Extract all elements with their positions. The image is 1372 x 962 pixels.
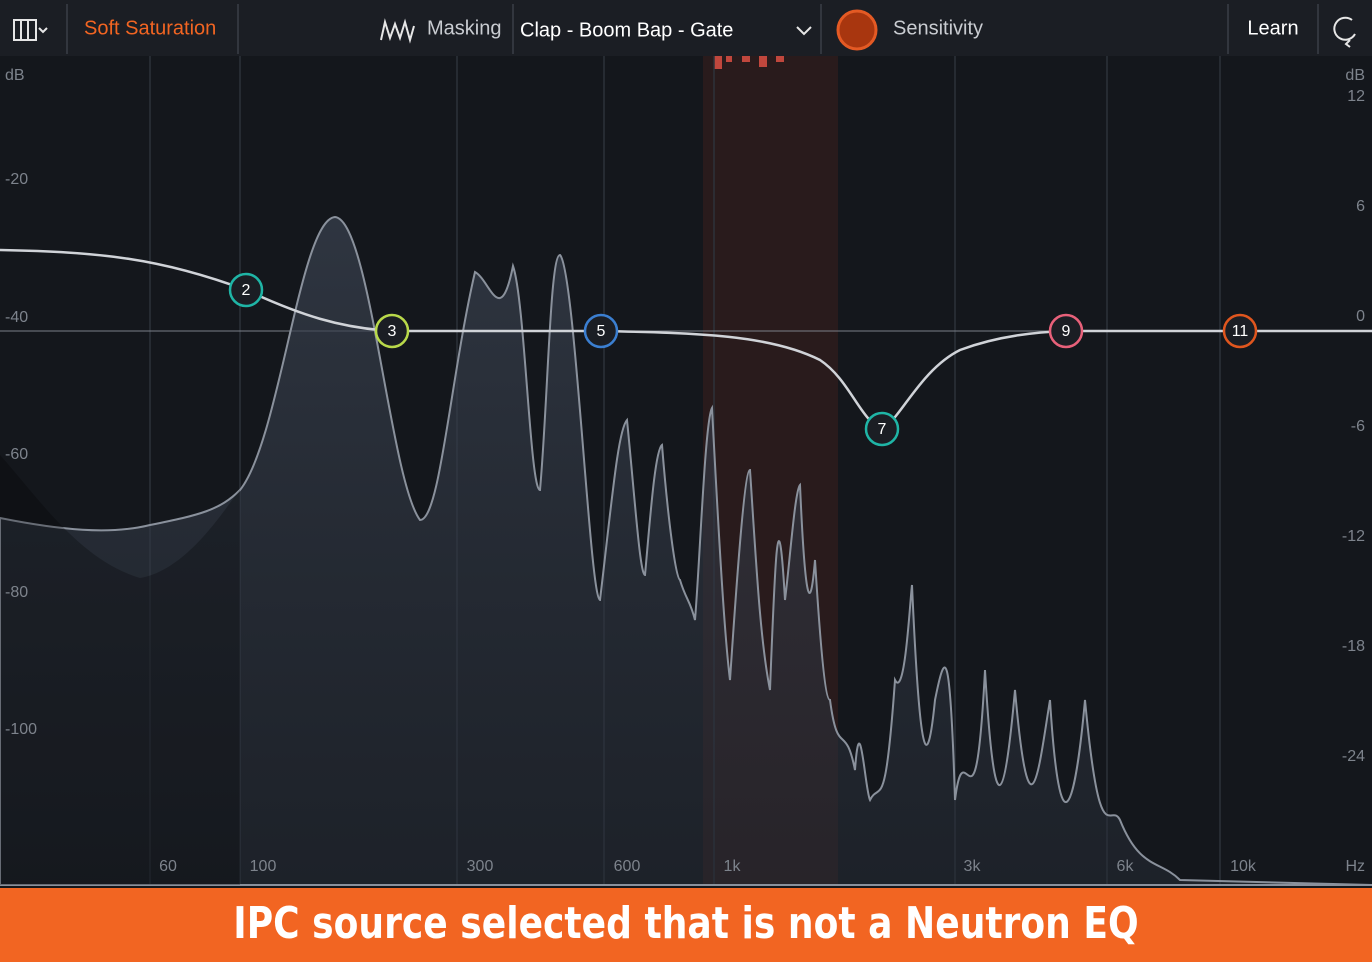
- left-axis-label: -40: [5, 309, 28, 326]
- freq-label: 10k: [1230, 858, 1257, 875]
- eq-node[interactable]: [583, 313, 619, 349]
- right-axis-label: -24: [1342, 748, 1365, 765]
- spectrum-shadow: [0, 455, 240, 885]
- right-axis-label: 6: [1356, 198, 1365, 215]
- freq-label: 300: [467, 858, 494, 875]
- eq-node-label: 2: [242, 282, 251, 299]
- freq-label: 600: [614, 858, 641, 875]
- right-unit: dB: [1345, 67, 1365, 84]
- left-axis-label: -100: [5, 721, 37, 738]
- left-axis-label: -60: [5, 446, 28, 463]
- eq-node-label: 9: [1062, 323, 1071, 340]
- toolbar-items: [66, 4, 1319, 54]
- view-menu-icon[interactable]: [13, 19, 48, 41]
- masking-toggle[interactable]: Masking: [427, 17, 501, 39]
- learn-button[interactable]: Learn: [1247, 17, 1298, 39]
- eq-curve: [0, 248, 1372, 431]
- freq-label: 60: [159, 858, 177, 875]
- eq-node[interactable]: [1222, 313, 1258, 349]
- freq-label: 1k: [724, 858, 742, 875]
- left-axis-label: -80: [5, 584, 28, 601]
- masking-indicators: [714, 56, 784, 69]
- right-axis-label: -12: [1342, 528, 1365, 545]
- freq-label: 100: [250, 858, 277, 875]
- right-axis-label: 0: [1356, 308, 1365, 325]
- right-axis-label: -18: [1342, 638, 1365, 655]
- freq-label: 3k: [964, 858, 982, 875]
- left-unit: dB: [5, 67, 25, 84]
- eq-node-label: 5: [597, 323, 606, 340]
- right-axis-label: -6: [1351, 418, 1365, 435]
- preset-button[interactable]: Soft Saturation: [84, 17, 216, 39]
- eq-node[interactable]: [864, 411, 900, 447]
- spectrum: [0, 215, 1372, 886]
- sensitivity-label: Sensitivity: [893, 17, 983, 39]
- freq-unit: Hz: [1345, 858, 1365, 875]
- eq-node[interactable]: [228, 272, 264, 308]
- eq-node-label: 11: [1232, 323, 1249, 340]
- eq-node[interactable]: [1048, 313, 1084, 349]
- banner-text: IPC source selected that is not a Neutro…: [233, 899, 1138, 949]
- toolbar: [0, 0, 1372, 56]
- source-dropdown[interactable]: Clap - Boom Bap - Gate: [520, 19, 733, 41]
- eq-node-label: 7: [878, 421, 887, 438]
- banner: [0, 888, 1372, 962]
- masking-icon[interactable]: [380, 18, 415, 44]
- help-icon[interactable]: [1333, 16, 1356, 48]
- left-axis-label: -20: [5, 171, 28, 188]
- freq-label: 6k: [1117, 858, 1135, 875]
- right-axis-label: 12: [1347, 88, 1365, 105]
- eq-node-label: 3: [388, 323, 397, 340]
- source-dropdown-arrow[interactable]: [796, 26, 812, 36]
- sensitivity-knob[interactable]: [836, 9, 878, 51]
- eq-node[interactable]: [374, 313, 410, 349]
